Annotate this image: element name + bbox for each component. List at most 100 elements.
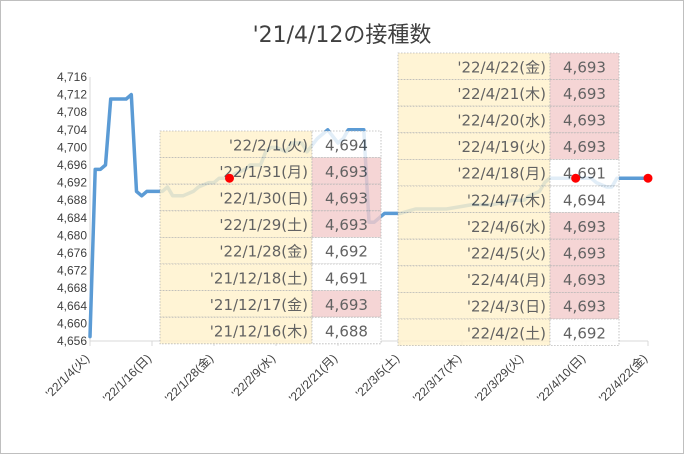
value-cell-text: 4,693 <box>563 58 606 76</box>
date-cell <box>397 105 551 134</box>
highlight-marker <box>225 173 234 183</box>
value-cell-text: 4,693 <box>563 271 606 289</box>
y-tick-label: 4,708 <box>57 105 87 119</box>
y-tick-label: 4,672 <box>57 264 87 278</box>
y-tick-label: 4,696 <box>57 158 87 172</box>
date-cell-text: '22/1/30(日) <box>219 190 308 208</box>
y-tick-label: 4,668 <box>57 281 87 295</box>
x-tick-label: '22/3/17(木) <box>410 351 464 405</box>
value-cell <box>311 236 382 265</box>
x-tick-label: '22/1/16(日) <box>100 351 154 405</box>
value-cell-text: 4,693 <box>563 85 606 103</box>
date-cell-text: '22/4/18(月) <box>457 165 546 183</box>
date-cell-text: '22/4/21(木) <box>457 85 546 103</box>
value-cell-text: 4,691 <box>563 165 606 183</box>
tables-layer: '22/2/1(火) 4,694 '22/1/31(月) 4,693 '22/1/30(… <box>159 52 620 347</box>
date-cell-text: '22/1/29(土) <box>219 216 308 234</box>
value-cell <box>311 316 382 345</box>
date-cell <box>159 316 313 345</box>
date-cell-text: '21/12/17(金) <box>210 296 308 314</box>
date-cell <box>159 210 313 238</box>
y-tick-label: 4,700 <box>57 140 87 154</box>
x-tick-label: '22/4/22(金) <box>595 351 650 406</box>
date-cell-text: '22/4/6(水) <box>467 218 546 236</box>
date-cell-text: '22/1/28(金) <box>219 243 308 261</box>
value-cell <box>311 183 382 212</box>
marker-layer <box>225 173 653 183</box>
x-tick-label: '22/2/21(月) <box>286 351 340 405</box>
date-cell <box>159 290 313 318</box>
value-cell <box>311 210 382 238</box>
date-cell-text: '22/4/4(月) <box>467 271 546 289</box>
value-cell <box>549 105 620 134</box>
chart-title: '21/4/12の接種数 <box>253 23 432 48</box>
y-tick-label: 4,716 <box>57 70 87 84</box>
x-tick-label: '22/2/9(水) <box>229 351 278 400</box>
value-cell <box>549 212 620 240</box>
date-cell-text: '22/4/3(日) <box>467 298 546 316</box>
date-cell <box>397 132 551 160</box>
x-tick-label: '22/3/5(土) <box>353 351 402 400</box>
value-cell <box>549 238 620 267</box>
y-tick-label: 4,684 <box>57 211 87 225</box>
date-cell-text: '22/4/2(土) <box>467 324 546 342</box>
date-cell <box>397 291 551 320</box>
x-tick-label: '22/3/29(火) <box>472 351 526 405</box>
y-tick-label: 4,676 <box>57 246 87 260</box>
date-cell-text: '22/4/19(火) <box>457 138 546 156</box>
value-cell-text: 4,693 <box>563 218 606 236</box>
date-cell <box>159 236 313 265</box>
date-cell-text: '22/4/5(火) <box>467 245 546 263</box>
value-cell-text: 4,694 <box>563 191 606 209</box>
y-tick-label: 4,656 <box>57 334 87 348</box>
value-cell <box>311 130 382 159</box>
y-tick-label: 4,692 <box>57 176 87 190</box>
value-cell-text: 4,693 <box>325 163 368 181</box>
date-cell <box>397 52 551 81</box>
y-axis: 4,656 4,660 4,664 4,668 4,672 4,676 4,680 4,684… <box>57 70 91 348</box>
x-tick-label: '22/1/28(金) <box>161 351 216 406</box>
x-tick-label: '22/1/4(火) <box>43 351 92 400</box>
value-cell <box>549 185 620 214</box>
value-cell-text: 4,692 <box>563 324 606 342</box>
date-cell <box>397 158 551 187</box>
value-cell <box>311 263 382 292</box>
value-cell-text: 4,693 <box>325 296 368 314</box>
y-tick-label: 4,660 <box>57 316 87 330</box>
data-table: '22/2/1(火) 4,694 '22/1/31(月) 4,693 '22/1/30(… <box>159 130 382 345</box>
date-cell <box>159 183 313 212</box>
date-cell-text: '22/2/1(火) <box>229 136 308 154</box>
date-cell-text: '22/4/7(木) <box>467 191 546 209</box>
date-cell <box>397 79 551 107</box>
highlight-marker <box>571 173 581 183</box>
value-cell <box>549 52 620 81</box>
y-tick-label: 4,688 <box>57 193 87 207</box>
value-cell-text: 4,693 <box>563 298 606 316</box>
value-cell-text: 4,688 <box>325 323 368 341</box>
date-cell-text: '22/1/31(月) <box>219 163 308 181</box>
highlight-marker <box>643 173 653 183</box>
y-tick-label: 4,664 <box>57 299 87 313</box>
value-cell-text: 4,693 <box>563 112 606 130</box>
value-cell <box>549 158 620 187</box>
date-cell <box>159 263 313 292</box>
value-cell-text: 4,693 <box>325 190 368 208</box>
data-table: '22/4/22(金) 4,693 '22/4/21(木) 4,693 '22/4/20… <box>397 52 620 347</box>
value-cell-text: 4,691 <box>325 269 368 287</box>
value-cell <box>311 290 382 318</box>
value-cell <box>549 79 620 107</box>
value-cell <box>549 318 620 347</box>
value-cell-text: 4,694 <box>325 136 368 154</box>
value-cell-text: 4,692 <box>325 243 368 261</box>
value-cell <box>549 265 620 293</box>
x-tick-label: '22/4/10(日) <box>534 351 588 405</box>
x-axis: '22/1/4(火) '22/1/16(日) '22/1/28(金) '22/2/9(… <box>43 340 650 406</box>
date-cell-text: '22/4/20(水) <box>457 112 546 130</box>
date-cell <box>159 157 313 185</box>
date-cell <box>397 212 551 240</box>
y-tick-label: 4,680 <box>57 228 87 242</box>
date-cell-text: '21/12/16(木) <box>210 323 308 341</box>
value-cell-text: 4,693 <box>563 138 606 156</box>
date-cell-text: '22/4/22(金) <box>457 58 546 76</box>
